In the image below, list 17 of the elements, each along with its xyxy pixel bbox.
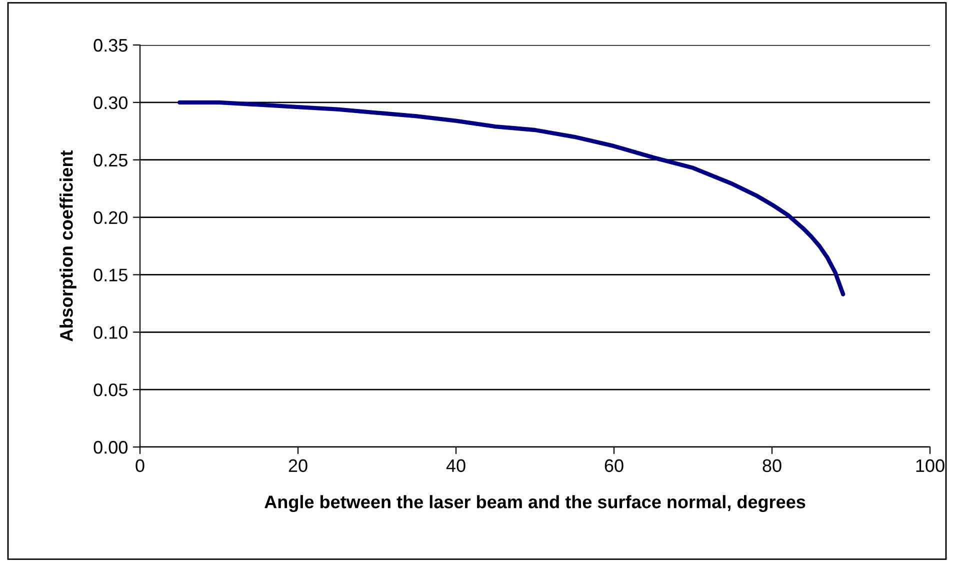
y-tick-label: 0.00	[94, 440, 128, 454]
y-tick-label: 0.35	[94, 38, 128, 52]
x-axis-title: Angle between the laser beam and the surface normal, degrees	[264, 495, 806, 512]
y-tick-label: 0.30	[94, 96, 128, 110]
line-series	[177, 100, 846, 296]
y-axis-title: Absorption coefficient	[60, 150, 76, 342]
y-tick-label: 0.25	[94, 154, 128, 167]
x-tick-label: 20	[288, 459, 308, 472]
x-tick-label: 0	[136, 459, 144, 472]
x-tick-label: 100	[916, 459, 944, 472]
x-tick-label: 80	[762, 459, 782, 472]
x-tick-label: 60	[604, 459, 624, 472]
x-tick-label: 40	[446, 459, 466, 472]
y-tick-label: 0.15	[94, 268, 128, 282]
y-tick-label: 0.10	[94, 326, 128, 339]
y-tick-label: 0.20	[94, 211, 128, 224]
y-tick-label: 0.05	[94, 384, 128, 396]
